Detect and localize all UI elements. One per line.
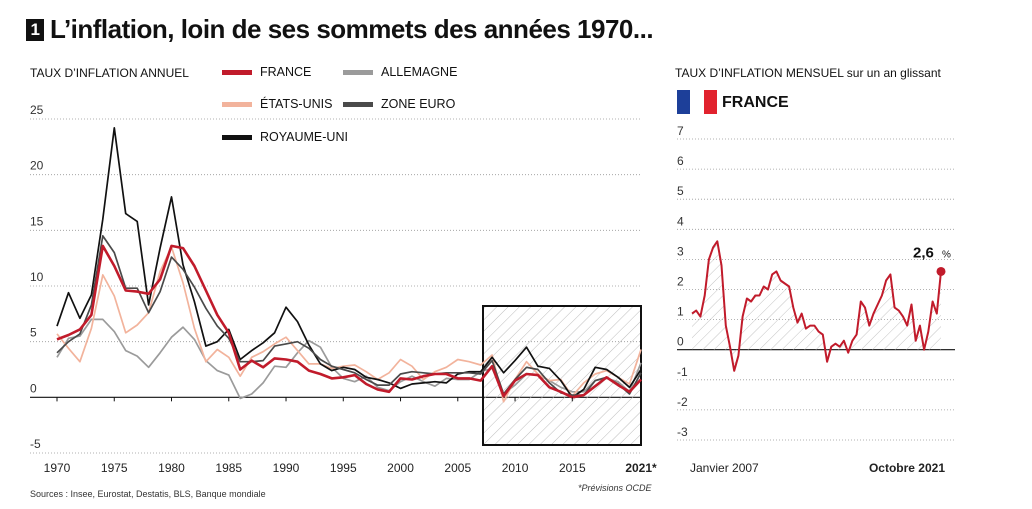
monthly-area-fill bbox=[692, 241, 941, 371]
legend-swatch-zone-euro bbox=[343, 102, 373, 108]
annual-y-tick-label: 15 bbox=[30, 214, 44, 228]
legend-swatch-allemagne bbox=[343, 70, 373, 76]
headline-number-badge: 1 bbox=[26, 19, 44, 41]
forecast-footnote: *Prévisions OCDE bbox=[578, 483, 652, 493]
forecast-highlight-box bbox=[482, 305, 642, 446]
annual-x-tick-label: 2000 bbox=[387, 461, 414, 475]
monthly-y-tick-label: 0 bbox=[677, 335, 684, 349]
monthly-chart-title: TAUX D’INFLATION MENSUEL sur un an gliss… bbox=[675, 66, 941, 80]
annual-x-tick-label: 2015 bbox=[559, 461, 586, 475]
annual-x-tick-label: 1985 bbox=[215, 461, 242, 475]
monthly-y-tick-label: 5 bbox=[677, 184, 684, 198]
monthly-y-tick-label: 1 bbox=[677, 305, 684, 319]
monthly-y-tick-label: 6 bbox=[677, 154, 684, 168]
monthly-series-line-france bbox=[691, 240, 942, 372]
legend-swatch-france bbox=[222, 70, 252, 76]
annual-y-tick-label: 10 bbox=[30, 270, 44, 284]
monthly-y-tick-label: -2 bbox=[677, 395, 688, 409]
monthly-y-tick-label: -3 bbox=[677, 425, 688, 439]
monthly-last-point bbox=[936, 266, 946, 276]
monthly-annotation-value: 2,6 bbox=[913, 244, 934, 261]
annual-x-tick-label: 2010 bbox=[502, 461, 529, 475]
headline-title: L’inflation, loin de ses sommets des ann… bbox=[50, 14, 654, 44]
monthly-x-tick-label-end: Octobre 2021 bbox=[869, 461, 945, 475]
legend-swatch-royaume-uni bbox=[222, 135, 252, 141]
annual-x-tick-label: 1975 bbox=[101, 461, 128, 475]
legend-item-allemagne: ALLEMAGNE bbox=[343, 65, 457, 81]
legend-label-france: FRANCE bbox=[260, 65, 312, 79]
headline: 1 L’inflation, loin de ses sommets des an… bbox=[26, 14, 654, 45]
legend-label-allemagne: ALLEMAGNE bbox=[381, 65, 458, 79]
annual-y-tick-label: 25 bbox=[30, 103, 44, 117]
annual-y-tick-label: 0 bbox=[30, 381, 37, 395]
monthly-y-tick-label: 2 bbox=[677, 275, 684, 289]
legend-swatch-etats-unis bbox=[222, 102, 252, 108]
annual-y-tick-label: -5 bbox=[30, 437, 41, 451]
legend-label-zone-euro: ZONE EURO bbox=[381, 97, 456, 111]
annual-x-tick-label: 1995 bbox=[330, 461, 357, 475]
series-line-zone-euro bbox=[56, 235, 642, 396]
source-note: Sources : Insee, Eurostat, Destatis, BLS… bbox=[30, 489, 266, 499]
legend-item-royaume-uni: ROYAUME-UNI bbox=[222, 130, 348, 146]
annual-x-tick-label: 1990 bbox=[273, 461, 300, 475]
annual-y-tick-label: 5 bbox=[30, 326, 37, 340]
legend-label-etats-unis: ÉTATS-UNIS bbox=[260, 97, 333, 111]
legend-item-etats-unis: ÉTATS-UNIS bbox=[222, 97, 332, 113]
annual-x-tick-label: 2005 bbox=[444, 461, 471, 475]
legend-item-france: FRANCE bbox=[222, 65, 311, 81]
annual-x-tick-label: 1970 bbox=[44, 461, 71, 475]
france-flag-icon bbox=[677, 90, 717, 114]
monthly-country-label: FRANCE bbox=[722, 94, 789, 111]
monthly-annotation-unit: % bbox=[942, 249, 951, 260]
annual-x-tick-label: 1980 bbox=[158, 461, 185, 475]
monthly-y-tick-label: 3 bbox=[677, 244, 684, 258]
monthly-y-tick-label: 7 bbox=[677, 124, 684, 138]
series-line-france bbox=[56, 244, 642, 399]
annual-x-tick-label: 2021* bbox=[625, 461, 657, 475]
annual-y-tick-label: 20 bbox=[30, 159, 44, 173]
legend-label-royaume-uni: ROYAUME-UNI bbox=[260, 130, 348, 144]
monthly-y-tick-label: -1 bbox=[677, 365, 688, 379]
series-line-royaume-uni bbox=[56, 127, 642, 399]
legend-item-zone-euro: ZONE EURO bbox=[343, 97, 455, 113]
annual-chart-title: TAUX D’INFLATION ANNUEL bbox=[30, 66, 189, 80]
monthly-y-tick-label: 4 bbox=[677, 214, 684, 228]
monthly-x-tick-label-start: Janvier 2007 bbox=[690, 461, 759, 475]
